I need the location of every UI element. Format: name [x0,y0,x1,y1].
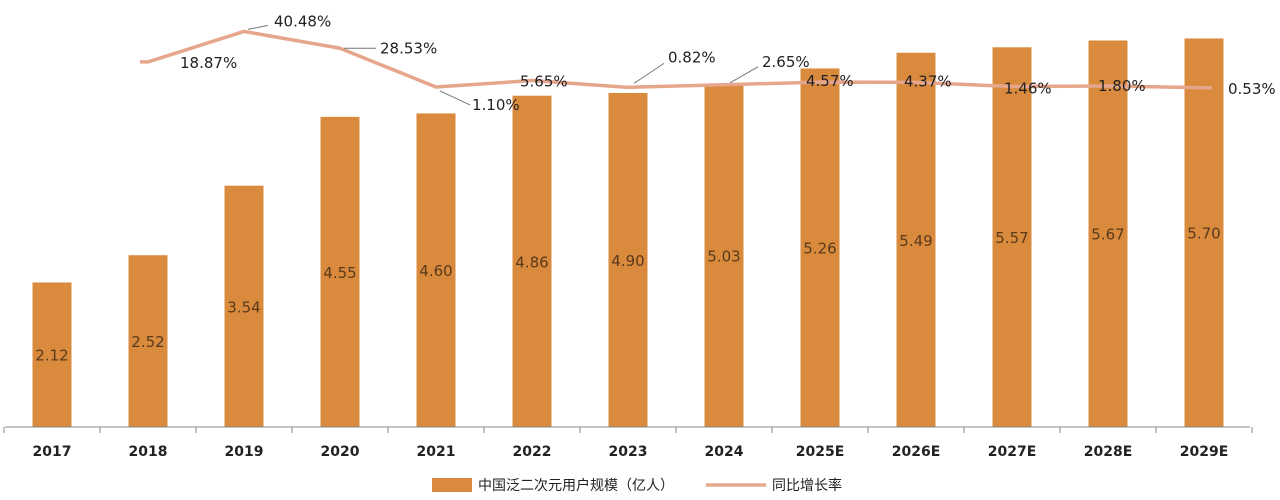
x-tick-label-2023: 2023 [609,444,648,460]
rate-label-2018: 18.87% [180,54,237,72]
bar-value-label-2017: 2.12 [35,347,68,365]
bar-2027E [992,47,1032,427]
rate-leader-2021 [439,90,471,106]
bar-value-label-2018: 2.52 [131,333,164,351]
rate-series-line [140,29,1212,90]
rate-labels-group: 18.87%40.48%28.53%1.10%5.65%0.82% 2.65%4.… [180,12,1276,114]
bars-group [32,38,1224,428]
bar-value-label-2024: 5.03 [707,248,740,266]
x-tick-label-2017: 2017 [33,444,72,460]
rate-label-2022: 5.65% [520,73,568,91]
bar-2024 [704,84,744,427]
x-tick-label-2025E: 2025E [796,444,845,460]
bar-value-label-2025E: 5.26 [803,240,836,258]
rate-label-2029E: 0.53% [1228,80,1276,98]
x-tick-label-2024: 2024 [705,444,744,460]
bar-2029E [1184,38,1224,427]
x-tick-label-2019: 2019 [225,444,264,460]
rate-label-2024: 2.65% [762,53,810,71]
x-tick-label-2026E: 2026E [892,444,941,460]
legend-bar-swatch [432,478,472,492]
x-tick-label-2021: 2021 [417,444,456,460]
x-tick-label-2020: 2020 [321,444,360,460]
bar-2019 [224,185,264,427]
legend-line-label: 同比增长率 [772,477,842,494]
bar-2021 [416,113,456,427]
rate-label-2019: 40.48% [274,12,331,30]
bar-2023 [608,92,648,427]
x-tick-label-2029E: 2029E [1180,444,1229,460]
bar-2020 [320,116,360,427]
bar-value-label-2026E: 5.49 [899,232,932,250]
x-axis-labels: 2017 2018 2019 2020 2021 2022 2023 2024 2025E 202… [3,427,1253,460]
bar-value-label-2021: 4.60 [419,262,452,280]
bar-value-label-2019: 3.54 [227,298,260,316]
x-tick-label-2022: 2022 [513,444,552,460]
x-tick-label-2027E: 2027E [988,444,1037,460]
rate-leader-2023 [633,62,665,84]
bar-2018 [128,255,168,427]
legend-bar-label: 中国泛二次元用户规模（亿人） [478,477,674,494]
x-tick-label-2028E: 2028E [1084,444,1133,460]
legend: 中国泛二次元用户规模（亿人） 同比增长率 [432,477,842,494]
bar-2017 [32,282,72,427]
rate-label-2026E: 4.37% [904,72,952,90]
bar-value-label-2022: 4.86 [515,253,548,271]
rate-label-2027E: 1.46% [1004,79,1052,97]
bar-2022 [512,95,552,428]
rate-leader-2019 [247,24,269,30]
bar-2025E [800,68,840,428]
bar-labels-group: 2.12 2.52 3.54 4.55 4.60 4.86 4.90 5.03 5.26 5.49… [35,225,1220,365]
rate-label-2028E: 1.80% [1098,77,1146,95]
bar-value-label-2020: 4.55 [323,264,356,282]
rate-label-2020: 28.53% [380,39,437,57]
rate-label-2021: 1.10% [472,96,520,114]
rate-leader-2024 [729,66,759,84]
bar-value-label-2027E: 5.57 [995,229,1028,247]
bar-2026E [896,52,936,427]
rate-line-group [140,29,1212,90]
rate-label-2023: 0.82% [668,48,716,66]
bar-value-label-2029E: 5.70 [1187,225,1220,243]
bar-value-label-2023: 4.90 [611,252,644,270]
x-tick-label-2018: 2018 [129,444,168,460]
bar-value-label-2028E: 5.67 [1091,226,1124,244]
rate-label-2025E: 4.57% [806,72,854,90]
bar-2028E [1088,40,1128,428]
